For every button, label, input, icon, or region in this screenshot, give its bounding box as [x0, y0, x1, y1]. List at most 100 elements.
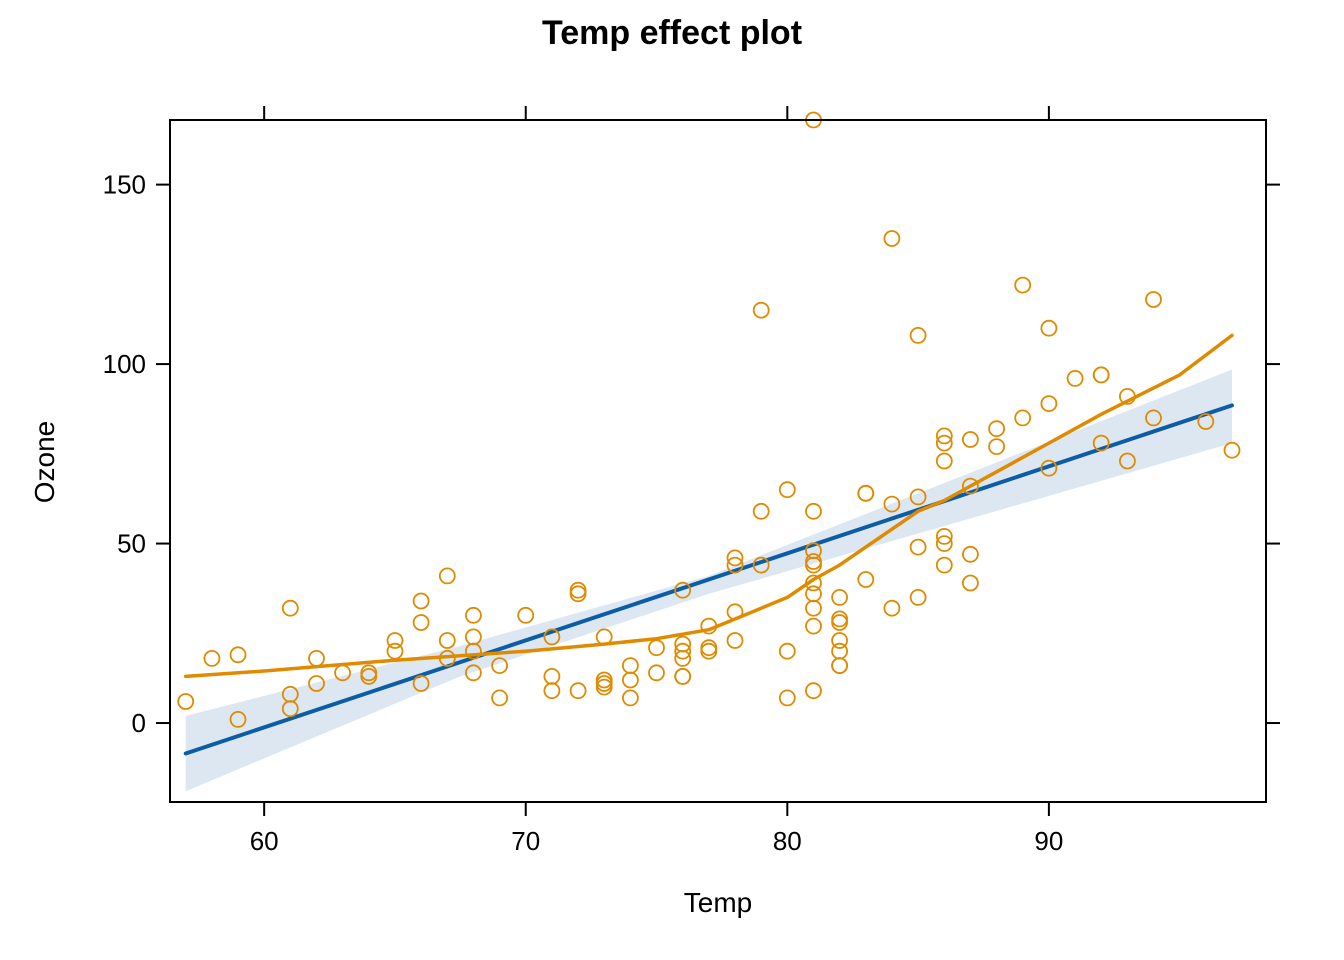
data-point — [438, 567, 456, 585]
x-axis-label: Temp — [684, 887, 752, 918]
data-point — [805, 585, 822, 603]
data-point — [726, 603, 744, 621]
data-point — [857, 571, 875, 588]
data-point — [1014, 409, 1032, 427]
data-point — [1197, 413, 1215, 430]
data-point — [464, 664, 482, 682]
plot-area — [177, 111, 1241, 792]
data-point — [281, 599, 299, 617]
data-point — [412, 675, 430, 692]
data-point — [752, 556, 770, 574]
data-point — [517, 606, 535, 624]
data-point — [752, 301, 770, 319]
data-point — [412, 614, 430, 631]
x-tick-label: 80 — [773, 826, 802, 856]
data-point — [726, 549, 744, 567]
data-point — [831, 642, 848, 660]
x-axis: 60 70 80 90 — [250, 106, 1063, 856]
data-point — [674, 668, 692, 685]
data-point — [308, 650, 325, 667]
data-point — [360, 668, 378, 685]
x-tick-label: 60 — [250, 826, 279, 856]
smooth-line-layer — [183, 333, 1234, 679]
data-point — [464, 628, 482, 646]
data-point — [805, 599, 822, 617]
data-point — [569, 581, 587, 599]
chart-title: Temp effect plot — [542, 14, 802, 52]
data-point — [778, 689, 796, 707]
data-point — [805, 556, 822, 574]
data-point — [281, 700, 299, 718]
data-point — [988, 420, 1005, 438]
data-point — [909, 488, 927, 506]
data-point — [648, 639, 665, 657]
data-point — [543, 668, 561, 685]
data-point — [595, 628, 613, 646]
plot-frame — [169, 119, 1267, 803]
data-point — [935, 427, 953, 445]
data-point — [386, 642, 404, 660]
data-point — [438, 650, 456, 667]
fit-line-layer — [183, 403, 1234, 756]
data-point — [1119, 387, 1136, 405]
data-point — [203, 650, 221, 667]
data-point — [805, 574, 822, 592]
y-axis-label: Ozone — [29, 421, 60, 504]
data-point — [805, 502, 822, 520]
data-point — [1092, 366, 1110, 384]
data-point — [700, 639, 718, 657]
data-point — [1040, 319, 1058, 337]
data-point — [988, 438, 1005, 456]
data-point — [438, 632, 456, 649]
data-point — [648, 664, 665, 682]
data-point — [229, 646, 247, 664]
points-layer — [177, 111, 1241, 728]
data-point — [831, 610, 848, 628]
x-tick-label: 70 — [511, 826, 540, 856]
data-point — [726, 556, 744, 574]
data-point — [622, 689, 639, 707]
y-tick-label: 50 — [117, 529, 146, 559]
data-point — [595, 675, 613, 692]
data-point — [674, 642, 692, 660]
data-point — [1119, 452, 1136, 470]
data-point — [569, 682, 587, 700]
data-point — [909, 326, 927, 344]
data-point — [909, 589, 927, 606]
data-point — [962, 431, 979, 448]
data-point — [962, 545, 979, 563]
x-tick-label: 90 — [1034, 826, 1063, 856]
data-point — [674, 581, 692, 599]
data-point — [831, 657, 848, 674]
data-point — [386, 632, 404, 649]
data-point — [334, 664, 352, 682]
data-point — [1145, 291, 1162, 308]
data-point — [1040, 395, 1058, 413]
data-point — [962, 477, 979, 495]
data-point — [308, 675, 325, 692]
data-point — [935, 535, 953, 552]
data-point — [464, 606, 482, 624]
data-point — [831, 614, 848, 631]
data-point — [595, 678, 613, 696]
smooth-line — [183, 333, 1234, 679]
data-point — [752, 502, 770, 520]
data-point — [909, 538, 927, 556]
data-point — [857, 484, 875, 502]
data-point — [935, 434, 953, 452]
data-point — [935, 556, 953, 574]
data-point — [1145, 409, 1162, 427]
data-point — [491, 657, 509, 674]
data-point — [543, 682, 561, 700]
data-point — [831, 589, 848, 606]
data-point — [229, 711, 247, 728]
data-point — [1014, 276, 1032, 294]
data-point — [674, 650, 692, 667]
data-point — [543, 628, 561, 646]
data-point — [622, 671, 639, 689]
data-point — [831, 632, 848, 649]
y-tick-label: 150 — [103, 170, 146, 200]
data-point — [1092, 434, 1110, 452]
fit-line — [183, 403, 1234, 756]
